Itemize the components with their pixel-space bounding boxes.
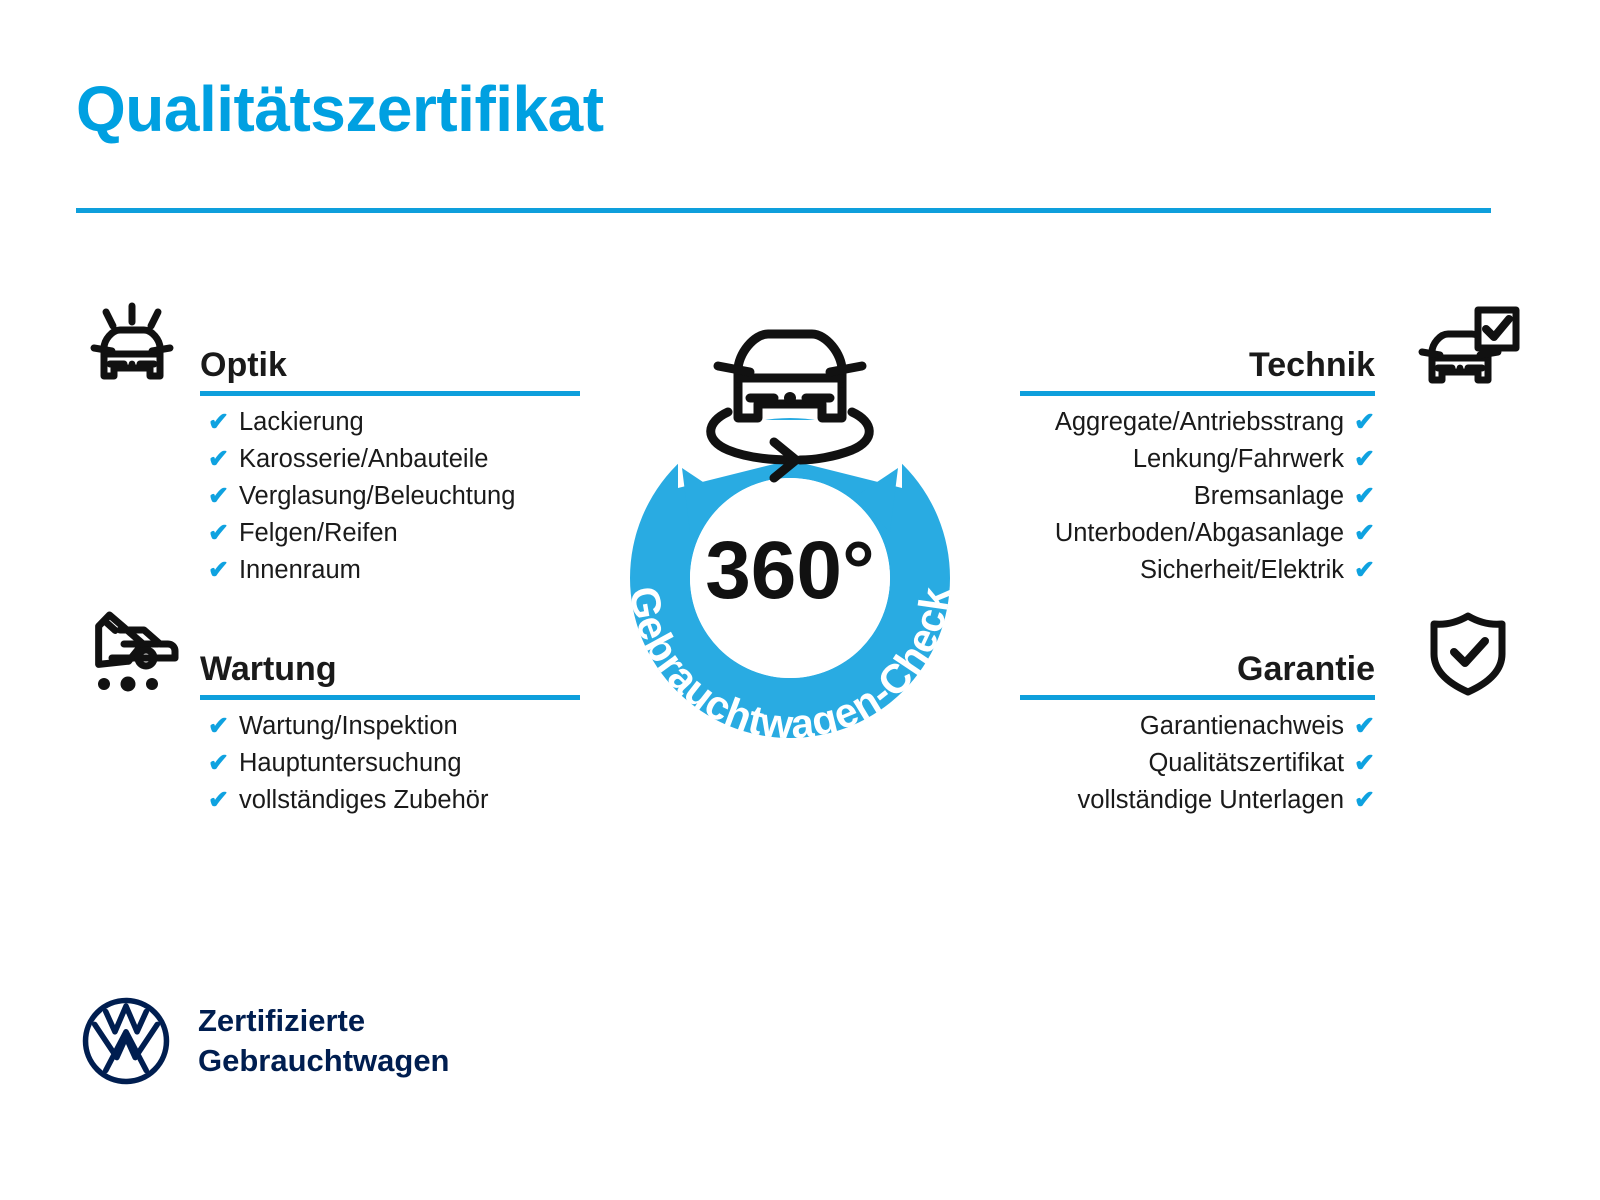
list-item-label: Karosserie/Anbauteile xyxy=(238,445,489,473)
list-item-label: Verglasung/Beleuchtung xyxy=(238,482,516,510)
list-item: Sicherheit/Elektrik ✔ xyxy=(1020,552,1375,589)
list-item-label: Hauptuntersuchung xyxy=(238,749,462,777)
list-item-label: Felgen/Reifen xyxy=(238,519,398,547)
check-icon: ✔ xyxy=(1354,556,1375,584)
car-front-checkbox-icon xyxy=(1416,302,1520,394)
shield-check-icon xyxy=(1416,606,1520,698)
car-front-rotate-icon xyxy=(706,329,874,483)
list-item: Unterboden/Abgasanlage ✔ xyxy=(1020,515,1375,552)
list-item: ✔ Verglasung/Beleuchtung xyxy=(208,478,580,515)
pencil-car-service-icon xyxy=(80,606,184,698)
section-optik-title: Optik xyxy=(200,346,287,384)
section-optik-header: Optik xyxy=(80,302,580,404)
check-icon: ✔ xyxy=(1354,749,1375,777)
list-item-label: Innenraum xyxy=(238,556,361,584)
list-item-label: Aggregate/Antriebsstrang xyxy=(1054,408,1345,436)
section-garantie-title: Garantie xyxy=(1237,650,1375,688)
check-icon: ✔ xyxy=(208,556,229,584)
list-item: Bremsanlage ✔ xyxy=(1020,478,1375,515)
volkswagen-logo xyxy=(82,997,170,1085)
section-garantie: Garantie Garantienachweis ✔ Qualitätszert… xyxy=(1020,612,1520,819)
list-item-label: Lenkung/Fahrwerk xyxy=(1132,445,1345,473)
list-item-label: vollständige Unterlagen xyxy=(1077,786,1345,814)
list-item: Lenkung/Fahrwerk ✔ xyxy=(1020,441,1375,478)
list-item-label: vollständiges Zubehör xyxy=(238,786,489,814)
section-wartung-list: ✔ Wartung/Inspektion ✔ Hauptuntersuchung ✔… xyxy=(80,708,580,819)
check-icon: ✔ xyxy=(1354,482,1375,510)
check-icon: ✔ xyxy=(208,482,229,510)
footer-brand: Zertifizierte Gebrauchtwagen xyxy=(80,995,450,1087)
section-technik: Technik Aggregate/Antriebsstrang ✔ Lenkun… xyxy=(1020,306,1520,589)
check-icon: ✔ xyxy=(208,519,229,547)
section-technik-header: Technik xyxy=(1020,306,1520,404)
check-icon: ✔ xyxy=(208,712,229,740)
section-wartung-rule xyxy=(200,695,580,700)
section-garantie-header: Garantie xyxy=(1020,612,1520,708)
list-item-label: Lackierung xyxy=(238,408,364,436)
list-item-label: Bremsanlage xyxy=(1193,482,1345,510)
list-item: ✔ Felgen/Reifen xyxy=(208,515,580,552)
section-wartung-header: Wartung xyxy=(80,611,580,708)
list-item: Qualitätszertifikat ✔ xyxy=(1020,745,1375,782)
section-garantie-list: Garantienachweis ✔ Qualitätszertifikat ✔ v… xyxy=(1020,708,1520,819)
car-front-lights-icon xyxy=(80,302,184,394)
list-item: vollständige Unterlagen ✔ xyxy=(1020,782,1375,819)
check-icon: ✔ xyxy=(1354,519,1375,547)
list-item: Aggregate/Antriebsstrang ✔ xyxy=(1020,404,1375,441)
badge-360-gebrauchtwagen-check: Gebrauchtwagen-Check 360° xyxy=(578,300,1002,770)
check-icon: ✔ xyxy=(1354,445,1375,473)
check-icon: ✔ xyxy=(1354,712,1375,740)
check-icon: ✔ xyxy=(1354,408,1375,436)
check-icon: ✔ xyxy=(208,445,229,473)
list-item: Garantienachweis ✔ xyxy=(1020,708,1375,745)
list-item-label: Qualitätszertifikat xyxy=(1148,749,1345,777)
section-garantie-rule xyxy=(1020,695,1375,700)
section-technik-rule xyxy=(1020,391,1375,396)
section-technik-list: Aggregate/Antriebsstrang ✔ Lenkung/Fahrwe… xyxy=(1020,404,1520,589)
list-item: ✔ Hauptuntersuchung xyxy=(208,745,580,782)
check-icon: ✔ xyxy=(208,786,229,814)
footer-text: Zertifizierte Gebrauchtwagen xyxy=(198,1003,450,1078)
header-divider xyxy=(76,208,1491,213)
list-item-label: Sicherheit/Elektrik xyxy=(1139,556,1345,584)
badge-center-label: 360° xyxy=(705,525,875,616)
list-item-label: Garantienachweis xyxy=(1139,712,1345,740)
list-item: ✔ Karosserie/Anbauteile xyxy=(208,441,580,478)
list-item: ✔ vollständiges Zubehör xyxy=(208,782,580,819)
section-technik-title: Technik xyxy=(1249,346,1375,384)
check-icon: ✔ xyxy=(208,408,229,436)
section-wartung: Wartung ✔ Wartung/Inspektion ✔ Hauptunters… xyxy=(80,611,580,819)
list-item: ✔ Wartung/Inspektion xyxy=(208,708,580,745)
section-optik-list: ✔ Lackierung ✔ Karosserie/Anbauteile ✔ Verg… xyxy=(80,404,580,589)
list-item-label: Unterboden/Abgasanlage xyxy=(1054,519,1345,547)
page-title: Qualitätszertifikat xyxy=(76,73,604,145)
section-optik-rule xyxy=(200,391,580,396)
list-item: ✔ Lackierung xyxy=(208,404,580,441)
list-item: ✔ Innenraum xyxy=(208,552,580,589)
check-icon: ✔ xyxy=(1354,786,1375,814)
section-optik: Optik ✔ Lackierung ✔ Karosserie/Anbauteile… xyxy=(80,302,580,589)
check-icon: ✔ xyxy=(208,749,229,777)
list-item-label: Wartung/Inspektion xyxy=(238,712,458,740)
section-wartung-title: Wartung xyxy=(200,650,337,688)
